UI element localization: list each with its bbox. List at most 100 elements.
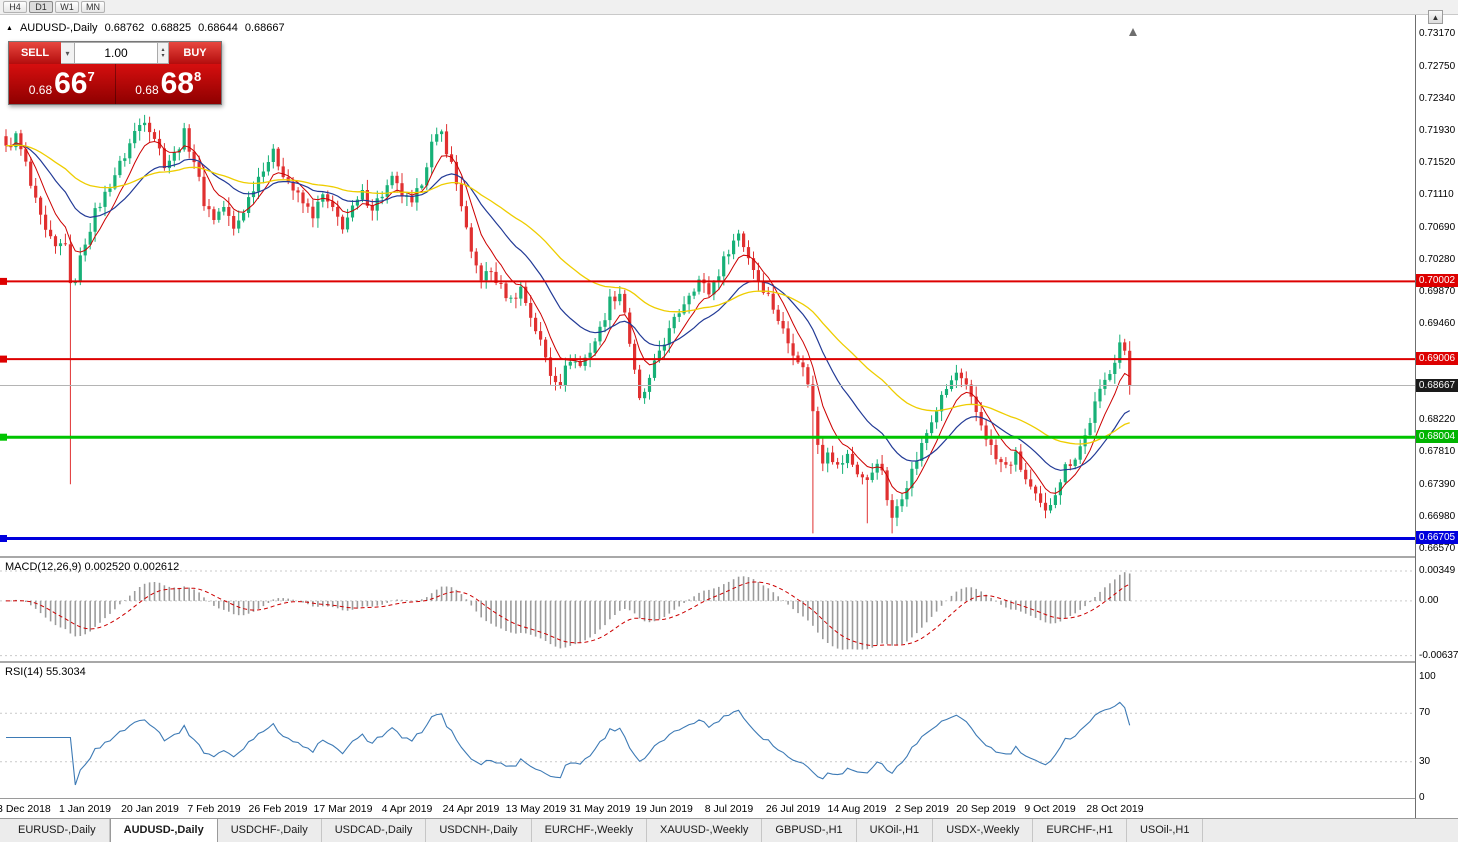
price-axis-label: 0.67810 xyxy=(1419,446,1456,457)
date-axis-label: 26 Feb 2019 xyxy=(248,803,308,815)
tab-audusd-daily[interactable]: AUDUSD-,Daily xyxy=(109,819,218,842)
macd-signal-line xyxy=(6,581,1130,647)
date-axis-label: 20 Jan 2019 xyxy=(121,803,179,815)
price-axis-label: 0.72750 xyxy=(1419,61,1456,72)
tab-usdx-weekly[interactable]: USDX-,Weekly xyxy=(933,819,1034,842)
date-axis-label: 13 Dec 2018 xyxy=(0,803,51,815)
timeframe-button-w1[interactable]: W1 xyxy=(55,1,79,13)
tab-eurchf-h1[interactable]: EURCHF-,H1 xyxy=(1033,819,1127,842)
price-axis-label: 0.71110 xyxy=(1419,189,1454,200)
volume-input[interactable] xyxy=(75,42,157,64)
date-axis-label: 9 Oct 2019 xyxy=(1024,803,1076,815)
price-axis-label: 0.71520 xyxy=(1419,157,1456,168)
one-click-trade-panel: SELL ▾ ▴▾ BUY 0.68 66 7 0.68 68 8 xyxy=(8,41,222,105)
price-axis-label: 0.73170 xyxy=(1419,28,1456,39)
axis-scroll-up-button[interactable]: ▲ xyxy=(1428,10,1443,24)
macd-axis-label: 0.00349 xyxy=(1419,565,1456,576)
date-axis-label: 28 Oct 2019 xyxy=(1086,803,1144,815)
price-axis-label: 0.66980 xyxy=(1419,511,1456,522)
timeframe-button-mn[interactable]: MN xyxy=(81,1,105,13)
price-axis-tag: 0.70002 xyxy=(1416,274,1458,287)
date-axis[interactable]: 13 Dec 2018 1 Jan 2019 20 Jan 2019 7 Feb 20… xyxy=(0,798,1415,818)
tab-eurchf-weekly[interactable]: EURCHF-,Weekly xyxy=(532,819,647,842)
chart-symbol: AUDUSD-,Daily xyxy=(19,22,98,34)
ohlc-open: 0.68762 xyxy=(104,22,145,34)
ohlc-close: 0.68667 xyxy=(244,22,285,34)
price-chart-canvas[interactable] xyxy=(0,15,1415,556)
rsi-line xyxy=(6,701,1131,786)
price-axis-label: 0.69870 xyxy=(1419,286,1456,297)
rsi-label: RSI(14) 55.3034 xyxy=(5,666,86,678)
timeframe-button-h4[interactable]: H4 xyxy=(3,1,27,13)
rsi-axis-label: 100 xyxy=(1419,671,1436,682)
sell-price-main: 66 xyxy=(54,67,88,100)
tab-eurusd-daily[interactable]: EURUSD-,Daily xyxy=(5,819,110,842)
price-axis-label: 0.68220 xyxy=(1419,414,1456,425)
buy-price-display[interactable]: 0.68 68 8 xyxy=(114,64,221,104)
buy-price-main: 68 xyxy=(160,67,194,100)
macd-panel[interactable]: MACD(12,26,9) 0.002520 0.002612 xyxy=(0,558,1415,661)
sell-price-prefix: 0.68 xyxy=(28,83,53,97)
price-axis-label: 0.70280 xyxy=(1419,254,1456,265)
macd-canvas[interactable] xyxy=(0,558,1415,661)
symbol-marker-icon: ▲ xyxy=(6,24,13,32)
tab-usdcad-daily[interactable]: USDCAD-,Daily xyxy=(322,819,427,842)
date-axis-label: 7 Feb 2019 xyxy=(187,803,241,815)
price-axis-label: 0.69460 xyxy=(1419,318,1456,329)
candles-layer xyxy=(4,114,1132,534)
tab-gbpusd-h1[interactable]: GBPUSD-,H1 xyxy=(762,819,857,842)
date-axis-label: 20 Sep 2019 xyxy=(956,803,1016,815)
tab-xauusd-weekly[interactable]: XAUUSD-,Weekly xyxy=(647,819,763,842)
price-axis-tag: 0.69006 xyxy=(1416,352,1458,365)
sell-price-display[interactable]: 0.68 66 7 xyxy=(9,64,115,104)
date-axis-label: 17 Mar 2019 xyxy=(313,803,373,815)
rsi-axis-label: 30 xyxy=(1419,756,1431,767)
date-axis-label: 26 Jul 2019 xyxy=(765,803,821,815)
date-axis-label: 4 Apr 2019 xyxy=(381,803,433,815)
volume-spinner[interactable]: ▴ ▾ xyxy=(157,42,169,64)
macd-axis-label: 0.00 xyxy=(1419,595,1439,606)
ma-lines-layer xyxy=(5,140,1130,494)
date-axis-label: 8 Jul 2019 xyxy=(704,803,754,815)
rsi-canvas[interactable] xyxy=(0,663,1415,798)
tab-usoil-h1[interactable]: USOil-,H1 xyxy=(1127,819,1204,842)
ohlc-low: 0.68644 xyxy=(198,22,238,34)
price-axis-label: 0.67390 xyxy=(1419,479,1456,490)
panel-splitter[interactable] xyxy=(0,556,1415,558)
tab-ukoil-h1[interactable]: UKOil-,H1 xyxy=(857,819,934,842)
buy-button[interactable]: BUY xyxy=(169,42,221,64)
sell-button[interactable]: SELL xyxy=(9,42,61,64)
rsi-panel[interactable]: RSI(14) 55.3034 xyxy=(0,663,1415,798)
chart-tab-bar: EURUSD-,Daily AUDUSD-,Daily USDCHF-,Dail… xyxy=(0,818,1458,842)
price-axis-tag: 0.66705 xyxy=(1416,531,1458,544)
price-axis[interactable]: 0.73170 0.72750 0.72340 0.71930 0.71520 0.711… xyxy=(1416,0,1458,818)
macd-histogram xyxy=(10,572,1131,650)
timeframe-button-d1[interactable]: D1 xyxy=(29,1,53,13)
price-axis-label: 0.70690 xyxy=(1419,222,1456,233)
hlines-layer[interactable] xyxy=(0,277,1415,542)
chart-shift-marker[interactable] xyxy=(1129,28,1137,36)
tab-usdcnh-daily[interactable]: USDCNH-,Daily xyxy=(426,819,532,842)
sell-price-sup: 7 xyxy=(87,68,95,84)
date-axis-label: 31 May 2019 xyxy=(569,803,631,815)
price-axis-tag: 0.68667 xyxy=(1416,379,1458,392)
date-axis-label: 24 Apr 2019 xyxy=(442,803,500,815)
date-axis-label: 19 Jun 2019 xyxy=(635,803,693,815)
macd-axis-label: -0.00637 xyxy=(1419,650,1458,661)
timeframe-toolbar: H4 D1 W1 MN xyxy=(0,0,1458,15)
rsi-axis-label: 70 xyxy=(1419,707,1431,718)
price-axis-label: 0.71930 xyxy=(1419,125,1456,136)
spinner-up-icon[interactable]: ▴ xyxy=(161,47,165,53)
panel-splitter[interactable] xyxy=(0,661,1415,663)
trade-panel-controls: SELL ▾ ▴▾ BUY xyxy=(9,42,221,64)
price-axis-label: 0.66570 xyxy=(1419,543,1456,554)
price-chart-panel[interactable]: ▲ AUDUSD-,Daily 0.68762 0.68825 0.68644 … xyxy=(0,15,1415,556)
date-axis-label: 13 May 2019 xyxy=(505,803,567,815)
chart-title: ▲ AUDUSD-,Daily 0.68762 0.68825 0.68644 … xyxy=(6,22,285,34)
buy-price-sup: 8 xyxy=(194,68,202,84)
spinner-down-icon[interactable]: ▾ xyxy=(161,53,165,59)
tab-usdchf-daily[interactable]: USDCHF-,Daily xyxy=(218,819,322,842)
buy-price-prefix: 0.68 xyxy=(135,83,159,97)
volume-dropdown-button[interactable]: ▾ xyxy=(61,42,75,64)
